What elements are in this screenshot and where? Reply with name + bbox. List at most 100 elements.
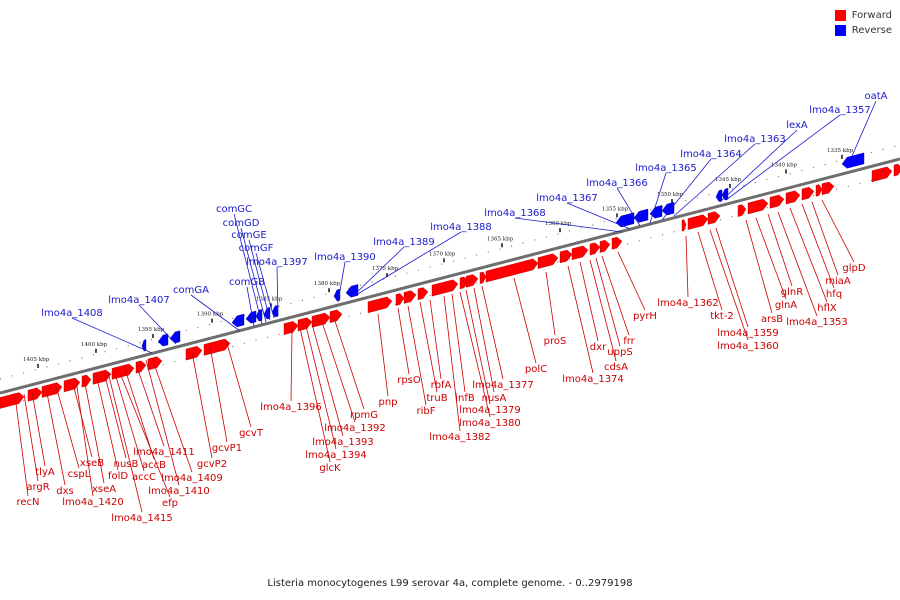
reverse-gene-arrow [245, 310, 257, 324]
gene-leader-line [473, 287, 495, 393]
forward-gene-arrow [893, 163, 900, 177]
gene-leader-line [513, 277, 537, 364]
gene-label: lmo4a_1362 [657, 298, 719, 309]
gene-leader-line [725, 114, 841, 201]
forward-gene-arrow [0, 392, 25, 409]
gene-leader-line [715, 227, 749, 328]
gene-label: argR [26, 482, 49, 493]
gene-leader-line [579, 261, 599, 342]
gene-leader-line [55, 385, 80, 469]
gene-leader-line [191, 351, 213, 459]
gene-label: lmo4a_1393 [312, 437, 374, 448]
gene-label: lmo4a_1368 [484, 208, 546, 219]
tick-label: 1345 kbp [715, 177, 742, 183]
gene-label: lmo4a_1367 [536, 193, 598, 204]
gene-leader-line [355, 231, 462, 296]
forward-gene-arrow [599, 239, 611, 253]
tick-label: 1355 kbp [602, 206, 629, 212]
gene-label: accB [142, 460, 166, 471]
forward-gene-arrow [687, 214, 709, 230]
gene-layer [0, 152, 900, 409]
gene-leader-line [14, 395, 29, 497]
forward-gene-arrow [737, 204, 747, 217]
forward-gene-arrow [81, 374, 92, 388]
gene-label: pyrH [633, 311, 657, 322]
forward-gene-arrow [329, 309, 343, 323]
gene-label: lmo4a_1409 [161, 473, 223, 484]
gene-leader-line [337, 261, 346, 303]
forward-gene-arrow [479, 271, 487, 284]
gene-leader-line [601, 255, 630, 336]
gene-leader-line [113, 369, 145, 472]
gene-label: nusA [482, 393, 507, 404]
gene-leader-line [514, 217, 623, 233]
gene-label: recN [16, 497, 39, 508]
forward-gene-arrow [283, 321, 299, 335]
gene-label: ribF [417, 406, 436, 417]
gene-label: lmo4a_1390 [314, 252, 376, 263]
gene-leader-line [290, 329, 293, 402]
reverse-gene-arrow [157, 333, 169, 347]
gene-label: miaA [825, 276, 851, 287]
gene-leader-line [351, 246, 405, 298]
gene-leader-line [649, 172, 667, 224]
tick-label: 1400 kbp [81, 342, 108, 348]
gene-label: lmo4a_1365 [635, 163, 697, 174]
forward-gene-arrow [403, 290, 417, 304]
forward-gene-arrow [611, 236, 623, 250]
gene-leader-line [709, 229, 749, 341]
gene-leader-line [190, 294, 241, 332]
gene-label: lmo4a_1411 [133, 447, 195, 458]
gene-leader-line [246, 286, 255, 327]
gene-leader-line [107, 371, 143, 513]
gene-leader-line [661, 158, 712, 221]
gene-label: truB [426, 393, 447, 404]
forward-gene-arrow [311, 312, 331, 328]
reverse-gene-arrow [263, 307, 271, 320]
gene-leader-line [95, 373, 119, 471]
gene-leader-line [397, 307, 410, 375]
gene-leader-line [123, 365, 155, 460]
genome-axis [0, 157, 900, 395]
forward-gene-arrow [785, 190, 801, 205]
gene-label: lmo4a_1389 [373, 237, 435, 248]
gene-leader-line [103, 371, 127, 459]
gene-leader-line [311, 323, 344, 437]
gene-label: lmo4a_1366 [586, 178, 648, 189]
gene-leader-line [443, 295, 461, 432]
reverse-gene-arrow [615, 212, 635, 228]
gene-leader-line [745, 219, 773, 314]
tick-label: 1370 kbp [429, 251, 456, 257]
gene-leader-line [697, 231, 723, 311]
gene-label: lmo4a_1363 [724, 134, 786, 145]
reverse-gene-arrow [721, 187, 729, 201]
gene-leader-line [145, 359, 180, 486]
gene-label: glnA [775, 300, 797, 311]
gene-leader-line [233, 213, 263, 325]
reverse-gene-arrow [141, 339, 147, 352]
gene-label: lmo4a_1359 [717, 328, 779, 339]
tick-label: 1385 kbp [256, 296, 283, 302]
gene-label: glpD [842, 263, 865, 274]
gene-label: gcvP1 [212, 443, 242, 454]
gene-leader-line [255, 252, 275, 319]
gene-label: gcvP2 [197, 459, 227, 470]
gene-label: gcvT [239, 428, 264, 439]
forward-gene-arrow [589, 242, 601, 256]
gene-leader-line [451, 293, 466, 393]
gene-label: tlyA [35, 467, 55, 478]
legend: Forward Reverse [834, 8, 892, 38]
gene-label: efp [162, 498, 178, 509]
gene-leader-line [459, 291, 491, 418]
gene-leader-line [240, 227, 267, 323]
tick-layer: 1405 kbp 1400 kbp 1395 kbp 1390 kbp 1385 kbp… [0, 144, 900, 408]
gene-leader-line [419, 301, 438, 393]
gene-leader-line [83, 377, 105, 484]
gene-leader-line [248, 239, 271, 321]
tick-label: 1335 kbp [827, 148, 854, 154]
gene-label: dxs [56, 486, 73, 497]
gene-leader-line [377, 313, 389, 397]
forward-gene-arrow [27, 387, 43, 402]
reverse-gene-arrow [231, 313, 245, 328]
